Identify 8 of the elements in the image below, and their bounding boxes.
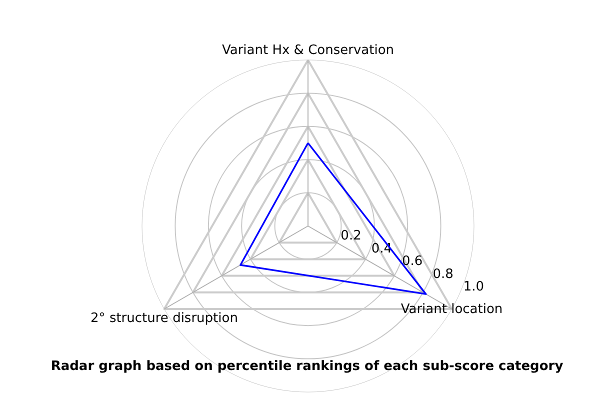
y-tick-label: 0.6 xyxy=(402,254,423,270)
y-tick-label: 0.8 xyxy=(432,266,454,282)
spoke-label: Variant location xyxy=(400,302,503,317)
spoke-label: Variant Hx & Conservation xyxy=(222,43,394,58)
y-tick-label: 0.2 xyxy=(340,228,362,244)
text: Radar graph based on percentile rankings of each sub-score category xyxy=(50,359,564,374)
y-tick-label: 1.0 xyxy=(463,280,484,295)
spoke-label: 2° structure disruption xyxy=(90,311,238,326)
